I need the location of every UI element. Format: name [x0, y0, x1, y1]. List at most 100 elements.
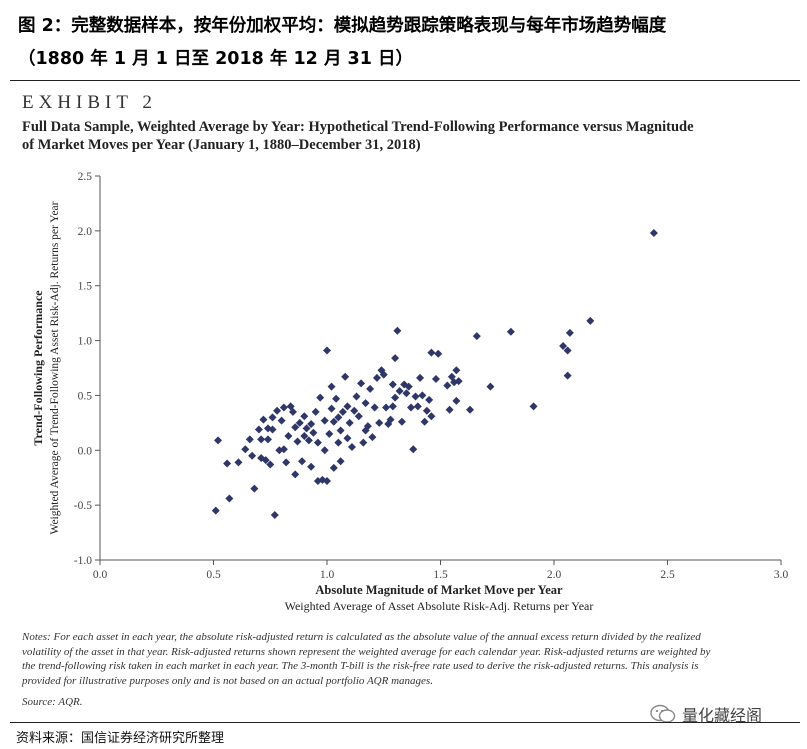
data-point: [388, 402, 397, 411]
x-tick-label: 2.0: [547, 569, 562, 581]
data-point: [254, 425, 263, 434]
data-point: [266, 460, 275, 469]
data-point: [361, 399, 370, 408]
notes-line-4: provided for illustrative purposes only …: [22, 674, 433, 687]
data-point: [350, 406, 359, 415]
data-point: [334, 438, 343, 447]
data-point: [245, 435, 254, 444]
x-tick-label: 3.0: [774, 569, 789, 581]
data-point: [382, 403, 391, 412]
data-point: [363, 422, 372, 431]
data-point: [454, 377, 463, 386]
data-point: [270, 511, 279, 520]
data-point: [445, 405, 454, 414]
figure-title-line-2: （1880 年 1 月 1 日至 2018 年 12 月 31 日）: [18, 49, 413, 69]
data-point: [320, 416, 329, 425]
y-axis-label: Trend-Following Performance: [31, 290, 45, 446]
x-axis-label: Absolute Magnitude of Market Move per Ye…: [315, 583, 563, 597]
y-tick-label: 2.5: [78, 171, 93, 183]
data-point: [293, 437, 302, 446]
data-point: [284, 432, 293, 441]
data-point: [268, 425, 277, 434]
data-point: [311, 407, 320, 416]
data-point: [388, 380, 397, 389]
data-point: [279, 445, 288, 454]
data-point: [302, 424, 311, 433]
data-point: [304, 436, 313, 445]
data-point: [279, 403, 288, 412]
wechat-icon: [650, 704, 676, 723]
data-point: [466, 405, 475, 414]
data-point: [268, 413, 277, 422]
data-point: [391, 354, 400, 363]
data-point: [277, 416, 286, 425]
data-point: [261, 456, 270, 465]
data-point: [416, 373, 425, 382]
y-tick-label: 1.0: [78, 336, 93, 348]
data-point: [288, 407, 297, 416]
x-tick-label: 1.5: [433, 569, 448, 581]
data-point: [291, 423, 300, 432]
data-point: [307, 419, 316, 428]
data-point: [425, 395, 434, 404]
data-point: [368, 433, 377, 442]
data-point: [366, 384, 375, 393]
data-point: [347, 442, 356, 451]
data-point: [234, 458, 243, 467]
data-point: [443, 381, 452, 390]
data-point: [393, 326, 402, 335]
y-tick-label: 0.5: [78, 390, 93, 402]
data-point: [372, 373, 381, 382]
y-tick-label: -1.0: [74, 555, 92, 567]
figure-title: 图 2：完整数据样本，按年份加权平均：模拟趋势跟踪策略表现与每年市场趋势幅度 （…: [18, 10, 798, 76]
exhibit-subtitle: Full Data Sample, Weighted Average by Ye…: [22, 118, 792, 154]
data-point: [298, 457, 307, 466]
data-point: [273, 406, 282, 415]
data-point: [559, 342, 568, 351]
data-point: [307, 462, 316, 471]
y-tick-label: -0.5: [74, 500, 92, 512]
chart-points: [211, 229, 658, 520]
data-point: [336, 426, 345, 435]
data-point: [352, 392, 361, 401]
data-point: [402, 389, 411, 398]
data-point: [431, 374, 440, 383]
watermark-text: 量化藏经阁: [682, 706, 763, 725]
data-source-label: 资料来源：国信证券经济研究所整理: [16, 731, 225, 746]
data-point: [379, 370, 388, 379]
data-point: [341, 372, 350, 381]
data-point: [391, 393, 400, 402]
data-point: [565, 328, 574, 337]
x-axis-sublabel: Weighted Average of Asset Absolute Risk-…: [285, 599, 594, 613]
notes-line-2: volatility of the asset in that year. Ri…: [22, 645, 711, 658]
data-point: [225, 494, 234, 503]
notes-line-3: the trend-following risk taken in each m…: [22, 660, 699, 672]
x-tick-label: 0.0: [93, 569, 108, 581]
data-point: [332, 394, 341, 403]
top-divider: [10, 80, 800, 81]
data-point: [354, 412, 363, 421]
y-axis-sublabel: Weighted Average of Trend-Following Asse…: [49, 201, 61, 534]
data-point: [250, 484, 259, 493]
data-point: [263, 435, 272, 444]
data-point: [395, 387, 404, 396]
data-point: [409, 445, 418, 454]
data-point: [506, 327, 515, 336]
y-tick-label: 0.0: [78, 445, 93, 457]
data-point: [404, 382, 413, 391]
data-point: [291, 470, 300, 479]
exhibit-label: EXHIBIT 2: [22, 92, 157, 113]
data-point: [334, 413, 343, 422]
data-point: [359, 438, 368, 447]
chart-notes: Notes: For each asset in each year, the …: [22, 630, 797, 688]
data-point: [345, 418, 354, 427]
data-point: [316, 393, 325, 402]
bottom-divider: [10, 722, 800, 723]
data-point: [309, 428, 318, 437]
data-point: [343, 434, 352, 443]
data-point: [586, 316, 595, 325]
data-point: [241, 445, 250, 454]
data-point: [313, 438, 322, 447]
data-point: [370, 403, 379, 412]
